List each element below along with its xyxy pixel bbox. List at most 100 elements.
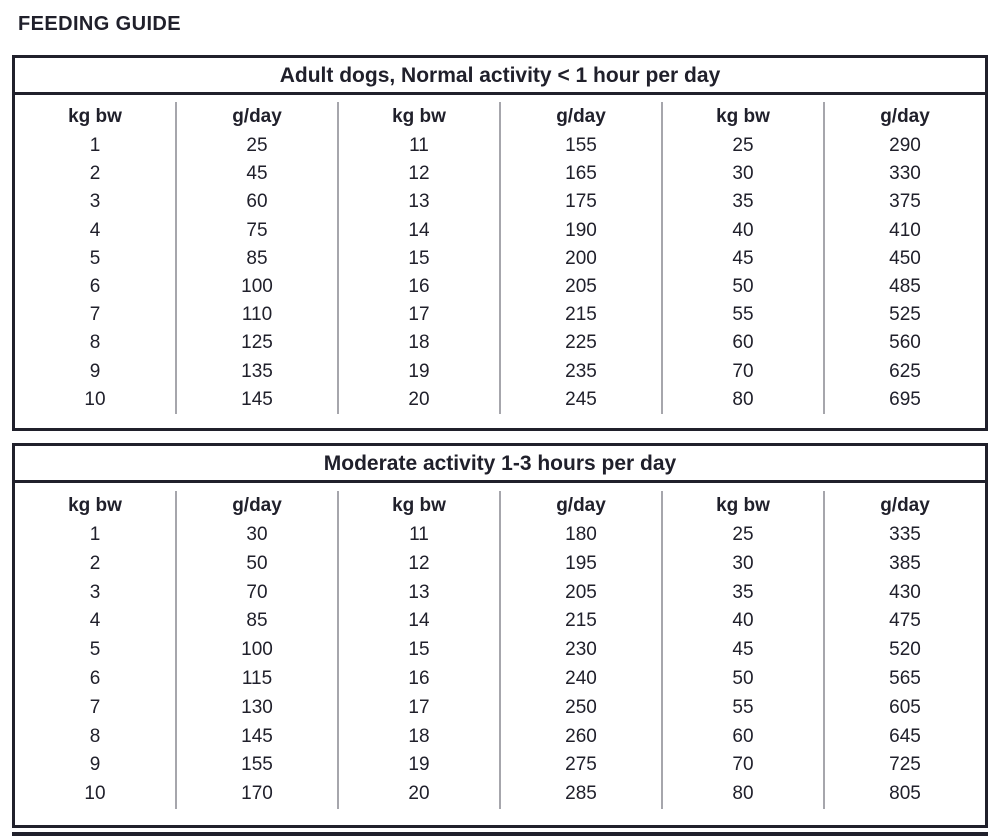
table-cell: 250 [565, 696, 597, 718]
table-title-normal-activity: Adult dogs, Normal activity < 1 hour per… [15, 58, 985, 95]
table-cell: 14 [408, 610, 430, 632]
table-cell: 18 [408, 332, 430, 354]
table-cell: 8 [89, 725, 101, 747]
table-cell: 190 [565, 219, 597, 241]
table-cell: 240 [565, 667, 597, 689]
grams-column: g/day 180 195 205 215 230 240 250 260 275 285 [501, 491, 663, 809]
table-cell: 4 [89, 610, 101, 632]
table-cell: 4 [89, 219, 101, 241]
table-cell: 3 [89, 191, 101, 213]
table-cell: 155 [241, 754, 273, 776]
table-cell: 385 [889, 552, 921, 574]
table-cell: 85 [246, 610, 268, 632]
table-cell: 215 [565, 304, 597, 326]
table-cell: 195 [565, 552, 597, 574]
table-cell: 85 [246, 247, 268, 269]
grams-column: g/day 25 45 60 75 85 100 110 125 135 145 [177, 102, 339, 415]
weight-column: kg bw 25 30 35 40 45 50 55 60 70 80 [663, 491, 825, 809]
table-cell: 260 [565, 725, 597, 747]
table-cell: 20 [408, 783, 430, 805]
table-cell: 18 [408, 725, 430, 747]
table-cell: 605 [889, 696, 921, 718]
table-cell: 430 [889, 581, 921, 603]
table-cell: 19 [408, 754, 430, 776]
page-title: FEEDING GUIDE [18, 13, 181, 35]
table-cell: 70 [732, 360, 754, 382]
table-cell: 30 [732, 552, 754, 574]
col-header-kg-bw: kg bw [68, 106, 122, 127]
table-cell: 145 [241, 725, 273, 747]
table-cell: 125 [241, 332, 273, 354]
table-cell: 60 [732, 725, 754, 747]
table-cell: 25 [246, 135, 268, 156]
table-cell: 110 [241, 304, 273, 326]
table-cell: 35 [732, 581, 754, 603]
grams-column: g/day 290 330 375 410 450 485 525 560 625 695 [825, 102, 985, 414]
table-cell: 7 [89, 304, 101, 326]
table-cell: 165 [565, 163, 597, 185]
table-cell: 285 [565, 783, 597, 805]
next-table-top-edge [12, 832, 988, 836]
table-cell: 12 [408, 163, 430, 185]
table-cell: 50 [246, 552, 268, 574]
col-header-kg-bw: kg bw [68, 495, 122, 516]
table-cell: 375 [889, 191, 921, 213]
table-cell: 1 [89, 524, 101, 545]
table-cell: 50 [732, 667, 754, 689]
weight-column: kg bw 11 12 13 14 15 16 17 18 19 20 [339, 491, 501, 809]
table-cell: 80 [732, 783, 754, 805]
col-header-kg-bw: kg bw [716, 495, 770, 516]
col-header-kg-bw: kg bw [392, 495, 446, 516]
table-cell: 450 [889, 247, 921, 269]
col-header-g-day: g/day [556, 106, 606, 127]
grams-column: g/day 155 165 175 190 200 205 215 225 235 245 [501, 102, 663, 415]
table-cell: 55 [732, 696, 754, 718]
table-cell: 13 [408, 191, 430, 213]
table-cell: 45 [732, 639, 754, 661]
table-cell: 2 [89, 163, 101, 185]
weight-column: kg bw 1 2 3 4 5 6 7 8 9 10 [15, 102, 177, 415]
table-cell: 520 [889, 639, 921, 661]
table-cell: 245 [565, 388, 597, 410]
table-cell: 70 [246, 581, 268, 603]
table-cell: 45 [732, 247, 754, 269]
table-cell: 1 [89, 135, 101, 156]
col-header-kg-bw: kg bw [716, 106, 770, 127]
table-cell: 645 [889, 725, 921, 747]
table-cell: 30 [246, 524, 268, 545]
table-cell: 15 [408, 639, 430, 661]
table-cell: 10 [84, 783, 106, 805]
table-cell: 3 [89, 581, 101, 603]
table-cell: 16 [408, 667, 430, 689]
table-cell: 13 [408, 581, 430, 603]
table-cell: 5 [89, 639, 101, 661]
table-cell: 17 [408, 696, 430, 718]
table-cell: 625 [889, 360, 921, 382]
table-cell: 80 [732, 388, 754, 410]
table-cell: 8 [89, 332, 101, 354]
table-cell: 180 [565, 524, 597, 545]
table-cell: 145 [241, 388, 273, 410]
table-cell: 9 [89, 360, 101, 382]
table-cell: 14 [408, 219, 430, 241]
table-cell: 215 [565, 610, 597, 632]
table-cell: 60 [732, 332, 754, 354]
table-cell: 805 [889, 783, 921, 805]
table-cell: 5 [89, 247, 101, 269]
table-cell: 10 [84, 388, 106, 410]
col-header-g-day: g/day [232, 106, 282, 127]
table-cell: 30 [732, 163, 754, 185]
table-cell: 17 [408, 304, 430, 326]
col-header-g-day: g/day [880, 495, 930, 516]
table-title-moderate-activity: Moderate activity 1-3 hours per day [15, 446, 985, 483]
table-cell: 135 [241, 360, 273, 382]
table-cell: 695 [889, 388, 921, 410]
table-body: kg bw 1 2 3 4 5 6 7 8 9 10 g/day 30 50 70 85 100 115 130 14… [15, 483, 985, 809]
table-cell: 170 [241, 783, 273, 805]
table-cell: 7 [89, 696, 101, 718]
col-header-kg-bw: kg bw [392, 106, 446, 127]
table-cell: 40 [732, 219, 754, 241]
col-header-g-day: g/day [880, 106, 930, 127]
table-cell: 335 [889, 524, 921, 545]
feeding-table-moderate-activity: Moderate activity 1-3 hours per day kg b… [12, 443, 988, 828]
